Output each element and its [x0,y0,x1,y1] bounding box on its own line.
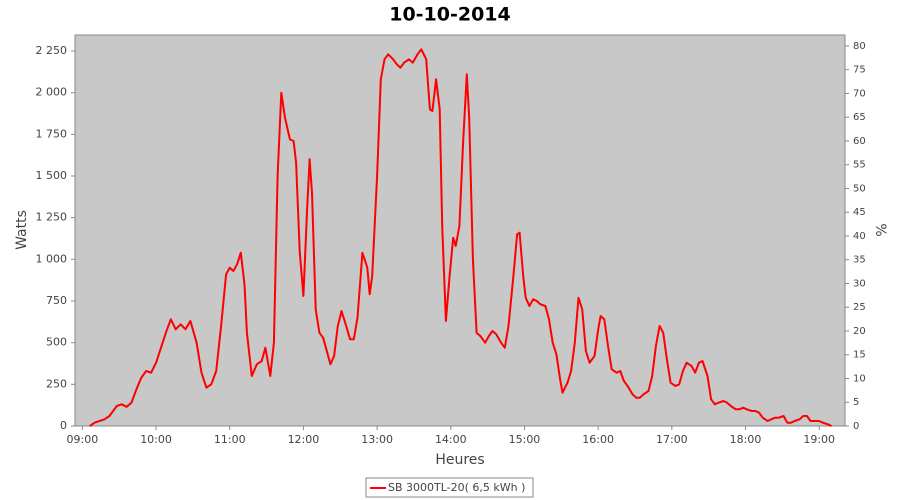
plot-area [74,34,846,427]
y-tick-label: 2 250 [36,44,68,57]
legend-box [365,477,534,498]
y2-tick-label: 80 [853,41,866,52]
y2-tick-label: 0 [853,421,859,432]
series-line [89,48,832,427]
y-axis-title: Watts [14,210,30,250]
x-tick-label: 09:00 [67,433,99,446]
y2-tick-label: 35 [853,255,866,266]
x-tick-label: 18:00 [730,433,762,446]
chart-title: 10-10-2014 [389,4,511,26]
x-tick-label: 16:00 [582,433,614,446]
y-tick-label: 2 000 [36,86,68,99]
y2-axis-title: % [872,223,888,236]
y2-tick-label: 25 [853,302,866,313]
x-tick-label: 12:00 [288,433,320,446]
y-tick-label: 750 [46,294,67,307]
y-tick-label: 500 [46,336,67,349]
x-tick-label: 11:00 [214,433,246,446]
y-tick-label: 1 250 [36,211,68,224]
y2-tick-label: 70 [853,88,866,99]
y-tick-label: 1 750 [36,127,68,140]
y-tick-label: 0 [60,419,67,432]
y2-tick-label: 20 [853,326,866,337]
x-tick-label: 10:00 [140,433,172,446]
x-tick-label: 19:00 [803,433,835,446]
y2-tick-label: 10 [853,373,866,384]
x-tick-label: 15:00 [509,433,541,446]
y-tick-label: 250 [46,377,67,390]
y2-tick-label: 60 [853,136,866,147]
x-tick-label: 13:00 [361,433,393,446]
y2-tick-label: 55 [853,160,866,171]
x-tick-label: 14:00 [435,433,467,446]
y2-tick-label: 65 [853,112,866,123]
y2-tick-label: 30 [853,278,866,289]
y-tick-label: 1 500 [36,169,68,182]
y2-tick-label: 45 [853,207,866,218]
y2-tick-label: 5 [853,397,859,408]
legend-label: SB 3000TL-20( 6,5 kWh ) [388,481,525,494]
y2-tick-label: 15 [853,350,866,361]
x-tick-label: 17:00 [656,433,688,446]
y2-tick-label: 40 [853,231,866,242]
y2-tick-label: 75 [853,65,866,76]
y-tick-label: 1 000 [36,252,68,265]
x-axis-title: Heures [435,452,484,468]
y2-tick-label: 50 [853,183,866,194]
